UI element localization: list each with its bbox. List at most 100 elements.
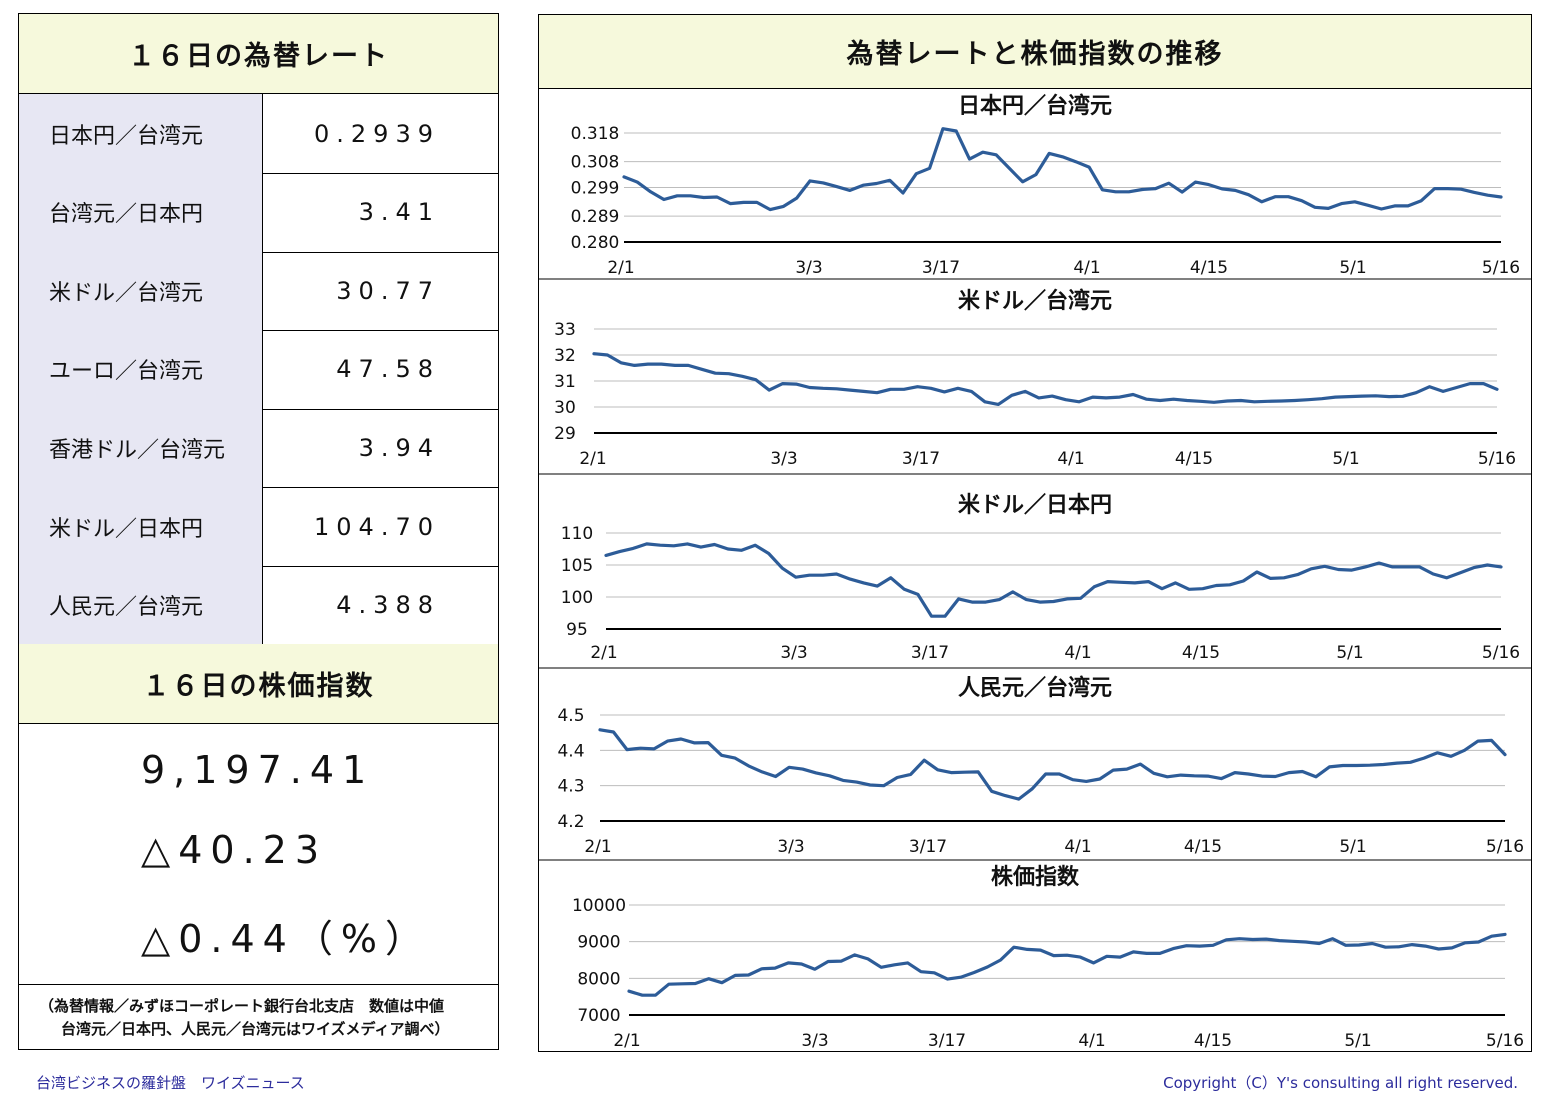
y-tick-label: 0.289 xyxy=(571,207,620,227)
y-tick-label: 0.280 xyxy=(571,233,620,253)
y-tick-label: 105 xyxy=(561,556,593,576)
rate-value: 0.2939 xyxy=(314,119,440,148)
rate-name: 香港ドル／台湾元 xyxy=(19,408,263,488)
series-line xyxy=(598,728,1507,801)
rate-value: 3.41 xyxy=(358,198,440,227)
x-tick-label: 4/15 xyxy=(1175,449,1213,469)
rate-row: 香港ドル／台湾元 3.94 xyxy=(19,408,498,489)
stock-index-value: 9,197.41 xyxy=(141,748,375,792)
y-tick-label: 0.318 xyxy=(571,124,620,144)
x-tick-label: 3/3 xyxy=(770,449,797,469)
y-tick-label: 4.3 xyxy=(557,777,584,797)
x-tick-label: 4/1 xyxy=(1064,643,1091,663)
y-tick-label: 29 xyxy=(554,424,576,444)
rate-value: 47.58 xyxy=(336,355,440,384)
y-tick-label: 0.308 xyxy=(571,153,620,173)
x-tick-label: 5/1 xyxy=(1339,258,1366,278)
x-tick-label: 2/1 xyxy=(579,449,606,469)
y-tick-label: 9000 xyxy=(577,933,620,953)
chart-title: 米ドル／日本円 xyxy=(958,493,1112,518)
series-line xyxy=(622,127,1503,212)
y-tick-label: 31 xyxy=(554,372,576,392)
x-tick-label: 3/17 xyxy=(928,1031,966,1051)
series-line xyxy=(604,542,1503,618)
x-tick-label: 4/1 xyxy=(1064,837,1091,857)
chart-title: 株価指数 xyxy=(991,864,1080,890)
stock-header: １６日の株価指数 xyxy=(19,644,498,724)
x-tick-label: 3/3 xyxy=(801,1031,828,1051)
x-tick-label: 5/16 xyxy=(1486,837,1524,857)
x-tick-label: 3/17 xyxy=(911,643,949,663)
stock-index-change: △40.23 xyxy=(141,828,328,872)
y-tick-label: 95 xyxy=(566,620,588,640)
x-tick-label: 3/3 xyxy=(777,837,804,857)
rate-row: ユーロ／台湾元 47.58 xyxy=(19,329,498,410)
x-tick-label: 2/1 xyxy=(613,1031,640,1051)
x-tick-label: 5/16 xyxy=(1482,258,1520,278)
x-tick-label: 5/16 xyxy=(1486,1031,1524,1051)
rate-name: 米ドル／日本円 xyxy=(19,487,263,566)
x-tick-label: 4/1 xyxy=(1057,449,1084,469)
y-tick-label: 4.5 xyxy=(557,706,584,726)
x-tick-label: 4/1 xyxy=(1073,258,1100,278)
x-tick-label: 2/1 xyxy=(590,643,617,663)
x-tick-label: 5/16 xyxy=(1478,449,1516,469)
note-line: （為替情報／みずほコーポレート銀行台北支店 数値は中値 xyxy=(39,997,445,1015)
y-tick-label: 100 xyxy=(561,588,593,608)
x-tick-label: 3/3 xyxy=(795,258,822,278)
y-tick-label: 7000 xyxy=(577,1006,620,1026)
y-tick-label: 32 xyxy=(554,346,576,366)
series-line xyxy=(627,932,1507,997)
chart-panel-title: 為替レートと株価指数の推移 xyxy=(539,15,1531,89)
charts-svg: 日本円／台湾元 0.318 0.308 0.299 0.289 0.280 2/1 3/3 3/… xyxy=(539,93,1531,1051)
x-tick-label: 5/1 xyxy=(1332,449,1359,469)
x-tick-label: 3/3 xyxy=(780,643,807,663)
stock-index-percent: △0.44（%） xyxy=(141,917,431,961)
y-tick-label: 30 xyxy=(554,398,576,418)
x-tick-label: 4/15 xyxy=(1194,1031,1232,1051)
y-tick-label: 10000 xyxy=(572,896,626,916)
rate-row: 日本円／台湾元 0.2939 xyxy=(19,94,498,174)
rate-value: 4.388 xyxy=(336,591,440,620)
x-tick-label: 5/1 xyxy=(1344,1031,1371,1051)
x-tick-label: 5/1 xyxy=(1336,643,1363,663)
y-tick-label: 33 xyxy=(554,320,576,340)
x-tick-label: 5/1 xyxy=(1339,837,1366,857)
rate-row: 台湾元／日本円 3.41 xyxy=(19,172,498,253)
chart-title: 人民元／台湾元 xyxy=(958,675,1112,701)
x-tick-label: 2/1 xyxy=(584,837,611,857)
source-note: （為替情報／みずほコーポレート銀行台北支店 数値は中値 台湾元／日本円、人民元／… xyxy=(19,984,498,1051)
footer-copyright: Copyright（C）Y's consulting all right res… xyxy=(1163,1074,1518,1092)
rate-row: 米ドル／台湾元 30.77 xyxy=(19,251,498,332)
y-tick-label: 4.4 xyxy=(557,741,584,761)
x-tick-label: 4/15 xyxy=(1184,837,1222,857)
rate-name: 台湾元／日本円 xyxy=(19,172,263,252)
x-tick-label: 3/17 xyxy=(922,258,960,278)
x-tick-label: 2/1 xyxy=(607,258,634,278)
rate-row: 人民元／台湾元 4.388 xyxy=(19,565,498,646)
x-tick-label: 3/17 xyxy=(902,449,940,469)
note-line: 台湾元／日本円、人民元／台湾元はワイズメディア調べ） xyxy=(61,1020,450,1038)
rate-name: 人民元／台湾元 xyxy=(19,565,263,645)
y-tick-label: 4.2 xyxy=(557,812,584,832)
rate-name: 日本円／台湾元 xyxy=(19,94,263,173)
rate-value: 30.77 xyxy=(336,276,440,305)
rate-header: １６日の為替レート xyxy=(19,14,498,94)
y-tick-label: 8000 xyxy=(577,969,620,989)
rate-value: 104.70 xyxy=(314,512,440,541)
series-line xyxy=(592,352,1499,406)
rate-row: 米ドル／日本円 104.70 xyxy=(19,487,498,567)
chart-title: 日本円／台湾元 xyxy=(958,93,1112,119)
footer-brand: 台湾ビジネスの羅針盤 ワイズニュース xyxy=(36,1074,305,1092)
x-tick-label: 3/17 xyxy=(909,837,947,857)
rate-value: 3.94 xyxy=(358,433,440,462)
x-tick-label: 4/1 xyxy=(1078,1031,1105,1051)
trend-chart-panel: 日本円／台湾元 0.318 0.308 0.299 0.289 0.280 2/1 3/3 3/… xyxy=(538,14,1532,1052)
x-tick-label: 4/15 xyxy=(1190,258,1228,278)
x-tick-label: 5/16 xyxy=(1482,643,1520,663)
exchange-rate-panel: １６日の為替レート 日本円／台湾元 0.2939 台湾元／日本円 3.41 米ドル／台湾… xyxy=(18,13,499,1050)
y-tick-label: 110 xyxy=(561,524,593,544)
x-tick-label: 4/15 xyxy=(1182,643,1220,663)
y-tick-label: 0.299 xyxy=(571,179,620,199)
chart-title: 米ドル／台湾元 xyxy=(958,288,1112,314)
